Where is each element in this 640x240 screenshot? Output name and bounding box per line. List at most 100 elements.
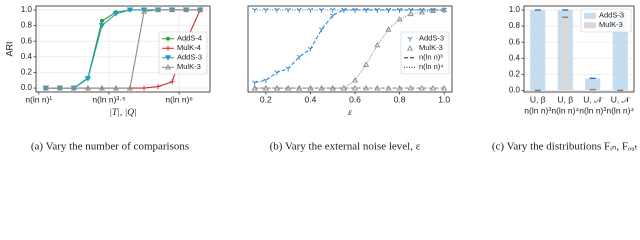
marker (70, 84, 77, 91)
marker (385, 26, 392, 32)
marker (84, 76, 92, 82)
marker (441, 84, 448, 91)
marker (126, 7, 134, 13)
x-tick-label: U, β (530, 94, 546, 104)
legend-label: MulK-3 (177, 62, 201, 71)
marker (296, 7, 302, 13)
y-tick-label: 0.6 (509, 37, 521, 46)
legend-box (158, 31, 208, 75)
marker (251, 84, 258, 91)
legend-marker (407, 36, 413, 42)
marker (296, 84, 303, 91)
marker (140, 8, 148, 14)
legend-label: MulK-3 (419, 43, 443, 52)
marker (285, 66, 291, 72)
caption: (b) Vary the external noise level, ε (270, 141, 421, 153)
y-tick-label: 0.0 (509, 86, 521, 95)
marker (155, 84, 161, 90)
marker (318, 27, 325, 33)
marker (396, 84, 403, 91)
x-tick-label: 0.4 (305, 94, 317, 104)
marker (429, 7, 437, 13)
marker (396, 7, 403, 13)
legend-swatch (584, 12, 596, 19)
marker (307, 7, 314, 13)
y-tick-label: 0.2 (509, 69, 521, 78)
marker (318, 7, 325, 13)
marker (112, 11, 120, 17)
legend-marker (165, 45, 171, 51)
marker (126, 84, 134, 91)
marker (274, 7, 280, 13)
marker (352, 7, 358, 13)
marker (385, 84, 392, 91)
x-tick-label: 1.0 (438, 94, 450, 104)
marker (330, 7, 336, 13)
y-tick-label: 0.6 (21, 36, 33, 45)
y-tick-label: 0.8 (21, 21, 33, 30)
marker (418, 9, 425, 15)
marker (307, 46, 314, 52)
marker (407, 10, 414, 17)
x-axis-label: |T|, |Q| (109, 108, 136, 118)
y-tick-label: 0.2 (21, 68, 33, 77)
marker (330, 13, 336, 19)
legend-marker (164, 55, 172, 61)
legend-swatch (584, 22, 596, 29)
marker (99, 18, 104, 23)
marker (98, 84, 106, 91)
marker (374, 41, 381, 48)
x-tick-label: 0.8 (394, 94, 406, 104)
x-tick-label: n(ln n)⁴ (551, 105, 579, 115)
x-tick-label: 0.2 (260, 94, 272, 104)
x-tick-label: n(ln n)⁴ (606, 105, 634, 115)
x-axis-label: ε (348, 108, 352, 118)
marker (374, 84, 381, 91)
legend-box (400, 31, 450, 75)
bar (585, 78, 601, 91)
series-line (45, 9, 201, 89)
marker (262, 84, 269, 91)
marker (155, 6, 162, 13)
marker (363, 7, 369, 13)
marker (285, 84, 292, 91)
plot-frame (523, 5, 635, 93)
x-tick-label: U, 𝒩 (611, 94, 632, 104)
marker (285, 7, 291, 13)
y-axis-label: ARI (4, 41, 14, 56)
marker (263, 78, 269, 84)
marker (169, 79, 175, 85)
marker (396, 16, 403, 22)
marker (183, 6, 190, 13)
y-tick-label: 1.0 (509, 5, 521, 14)
legend-label: AddS-3 (599, 11, 624, 20)
legend-label: n(ln n)³ (419, 53, 443, 62)
legend-label: MulK-4 (177, 43, 201, 52)
x-tick-label: 0.6 (349, 94, 361, 104)
x-tick-label: U, β (557, 94, 573, 104)
marker (56, 84, 63, 91)
legend-label: AddS-4 (177, 34, 202, 43)
marker (374, 7, 380, 13)
figure: 0.0 0.2 0.4 0.6 0.8 1.0 n(ln n)¹ n(ln n)³·⁵ n(ln… (4, 5, 638, 153)
marker (169, 6, 176, 13)
marker (141, 85, 147, 91)
x-tick-label: n(ln n)³·⁵ (92, 94, 125, 104)
legend-label: AddS-3 (177, 53, 202, 62)
legend-marker (164, 64, 172, 70)
caption: (a) Vary the number of comparisons (31, 141, 189, 153)
x-tick-label: n(ln n)³ (579, 105, 606, 115)
y-tick-label: 1.0 (21, 5, 33, 14)
marker (318, 84, 325, 91)
marker (84, 84, 91, 91)
marker (329, 84, 336, 91)
plot-frame (35, 5, 211, 93)
legend-marker (166, 36, 170, 41)
legend-label: n(ln n)⁴ (419, 62, 443, 71)
marker (274, 70, 280, 76)
legend-label: MulK-3 (599, 20, 623, 29)
legend-label: AddS-3 (419, 34, 444, 43)
plot-frame (247, 5, 453, 93)
marker (441, 6, 448, 13)
marker (341, 7, 347, 13)
